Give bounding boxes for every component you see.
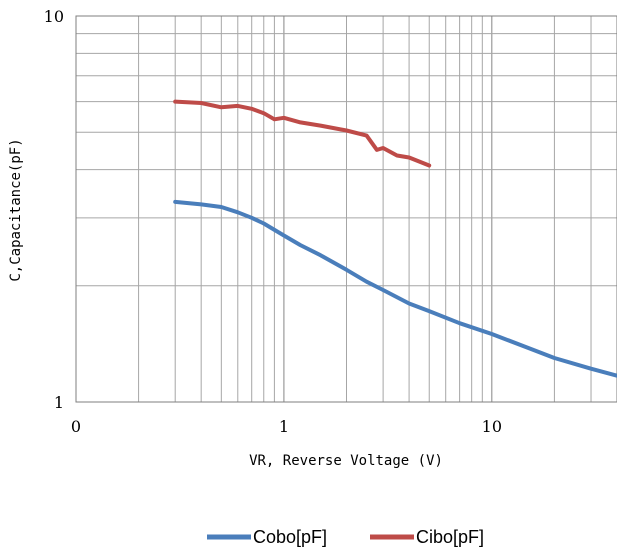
series-layer bbox=[173, 99, 617, 378]
x-tick-label: 10 bbox=[482, 417, 502, 436]
y-axis-title: C,Capacitance(pF) bbox=[8, 138, 24, 281]
series-line-0 bbox=[173, 199, 617, 378]
y-tick-label: 10 bbox=[44, 7, 64, 26]
grid-lines bbox=[75, 16, 617, 402]
legend: Cobo[pF] Cibo[pF] bbox=[207, 527, 484, 547]
tick-labels: 0 1 10 1 10 bbox=[44, 7, 502, 436]
legend-label-cibo: Cibo[pF] bbox=[416, 527, 484, 547]
x-axis-title: VR, Reverse Voltage (V) bbox=[249, 453, 443, 469]
series-line-1 bbox=[173, 99, 432, 168]
plot-frame bbox=[75, 15, 617, 403]
legend-label-cobo: Cobo[pF] bbox=[253, 527, 327, 547]
x-tick-label: 0 bbox=[71, 417, 81, 436]
x-tick-label: 1 bbox=[279, 417, 289, 436]
y-tick-label: 1 bbox=[54, 393, 64, 412]
